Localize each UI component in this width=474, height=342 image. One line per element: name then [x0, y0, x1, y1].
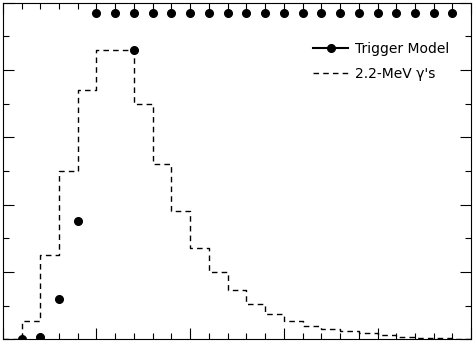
Legend: Trigger Model, 2.2-MeV γ's: Trigger Model, 2.2-MeV γ's: [308, 37, 455, 87]
